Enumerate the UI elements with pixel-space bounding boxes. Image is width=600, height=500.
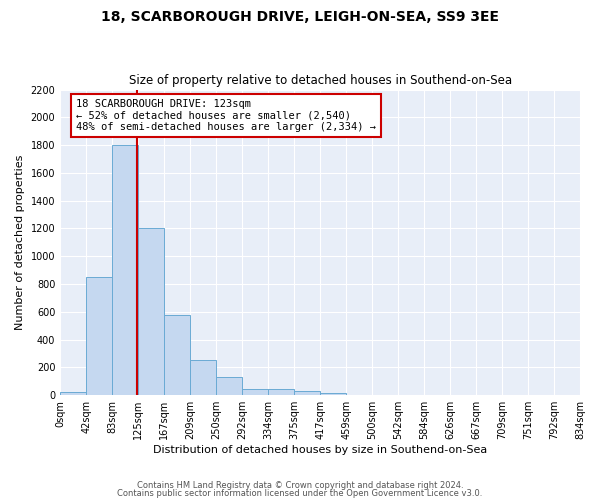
Text: Contains HM Land Registry data © Crown copyright and database right 2024.: Contains HM Land Registry data © Crown c… [137,481,463,490]
Bar [138,228,164,395]
Text: 18, SCARBOROUGH DRIVE, LEIGH-ON-SEA, SS9 3EE: 18, SCARBOROUGH DRIVE, LEIGH-ON-SEA, SS9… [101,10,499,24]
Bar [164,314,190,395]
X-axis label: Distribution of detached houses by size in Southend-on-Sea: Distribution of detached houses by size … [153,445,487,455]
Title: Size of property relative to detached houses in Southend-on-Sea: Size of property relative to detached ho… [128,74,512,87]
Text: 18 SCARBOROUGH DRIVE: 123sqm
← 52% of detached houses are smaller (2,540)
48% of: 18 SCARBOROUGH DRIVE: 123sqm ← 52% of de… [76,98,376,132]
Bar [112,145,138,395]
Bar [294,391,320,395]
Bar [216,377,242,395]
Bar [190,360,216,395]
Bar [60,392,86,395]
Text: Contains public sector information licensed under the Open Government Licence v3: Contains public sector information licen… [118,488,482,498]
Bar [242,390,268,395]
Y-axis label: Number of detached properties: Number of detached properties [15,154,25,330]
Bar [86,277,112,395]
Bar [268,390,294,395]
Bar [320,392,346,395]
